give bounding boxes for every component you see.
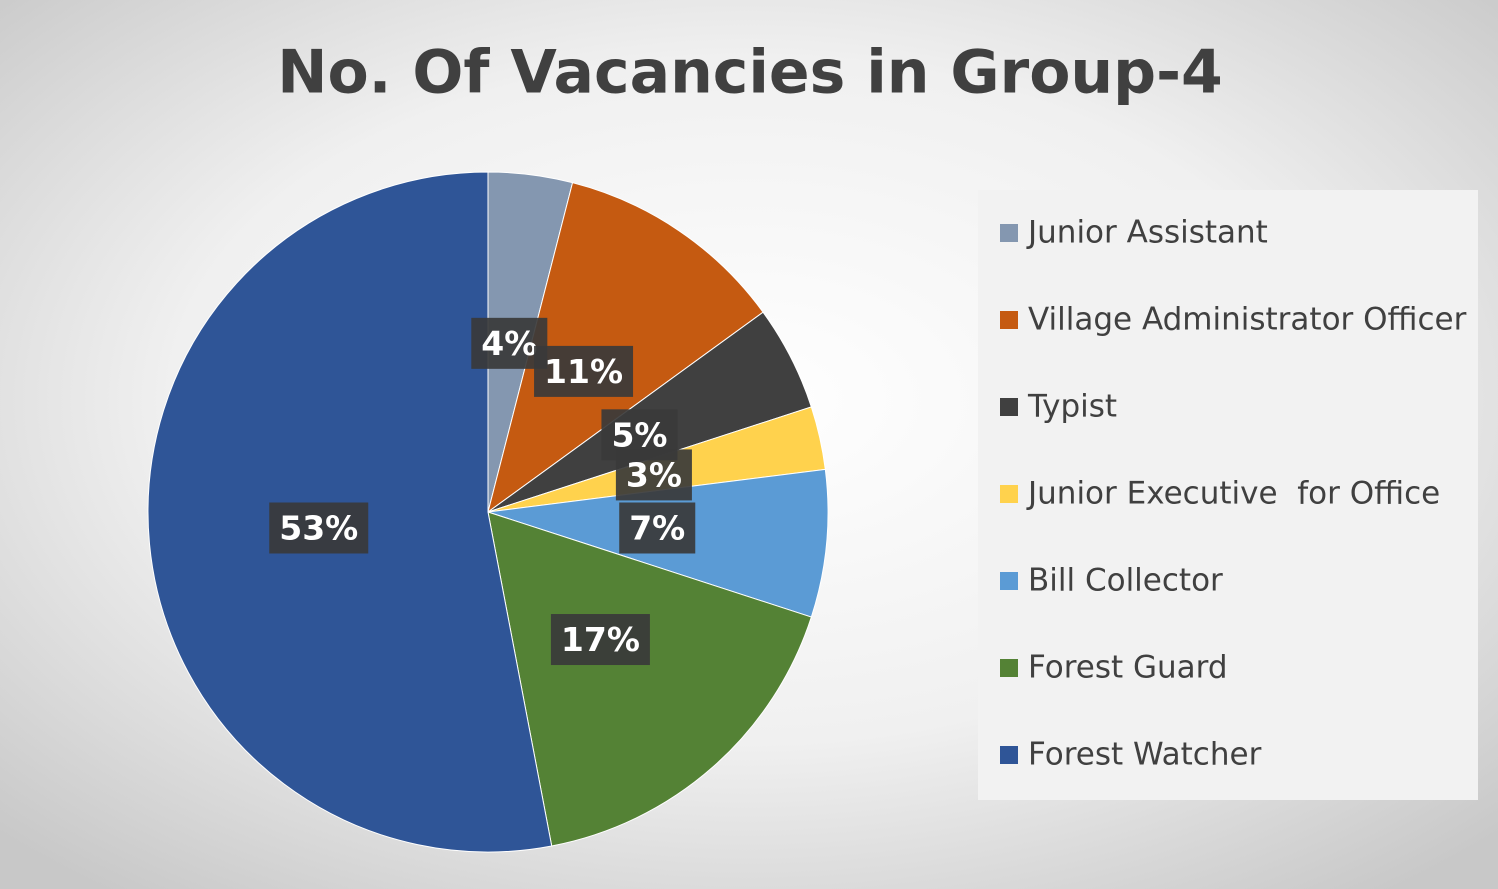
data-label: 3% [626, 455, 682, 494]
data-label: 4% [481, 324, 537, 363]
legend-swatch [1000, 746, 1018, 764]
data-label: 53% [279, 508, 358, 547]
legend-label: Typist [1027, 389, 1117, 425]
label-box [550, 614, 650, 666]
pie-slice [487, 511, 812, 847]
legend-swatch [1000, 311, 1018, 329]
label-box [619, 502, 696, 554]
data-label: 11% [544, 352, 623, 391]
legend-box [978, 190, 1478, 800]
legend-label: Junior Assistant [1026, 215, 1268, 251]
label-box [534, 345, 634, 397]
data-label: 7% [629, 508, 685, 547]
chart-title: No. Of Vacancies in Group-4 [277, 38, 1223, 108]
data-label: 5% [611, 415, 667, 454]
data-label: 17% [561, 620, 640, 659]
label-box [615, 449, 692, 501]
legend-swatch [1000, 224, 1018, 242]
label-box [269, 502, 369, 554]
legend-swatch [1000, 572, 1018, 590]
legend-swatch [1000, 485, 1018, 503]
legend-label: Forest Watcher [1028, 737, 1262, 773]
legend-swatch [1000, 398, 1018, 416]
legend-label: Village Administrator Officer [1028, 302, 1467, 338]
legend-label: Bill Collector [1028, 563, 1223, 599]
legend-label: Forest Guard [1028, 650, 1228, 686]
legend-swatch [1000, 659, 1018, 677]
legend-label: Junior Executive for Office [1026, 476, 1440, 512]
